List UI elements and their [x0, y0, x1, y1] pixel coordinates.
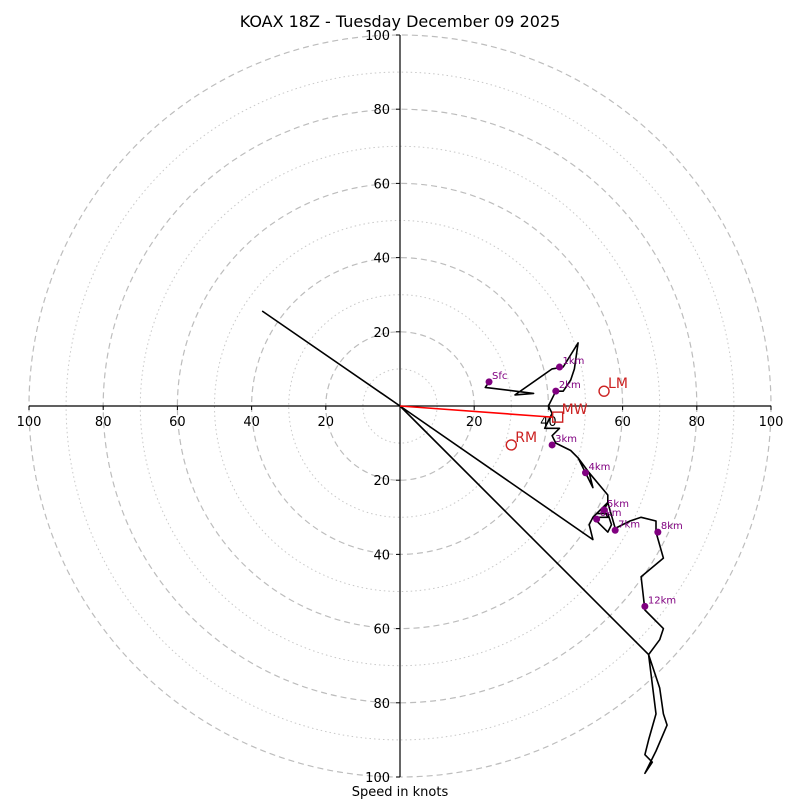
rm-label: RM	[515, 430, 537, 446]
hodograph-trace	[261, 310, 668, 775]
height-label-5km: 5km	[607, 499, 629, 510]
x-tick-label: 20	[466, 415, 483, 430]
y-tick-label: 20	[373, 474, 390, 489]
chart-title: KOAX 18Z - Tuesday December 09 2025	[240, 12, 561, 31]
x-tick-label: 60	[614, 415, 631, 430]
height-label-7km: 7km	[618, 519, 640, 530]
x-tick-label: 80	[95, 415, 112, 430]
x-tick-label: 60	[169, 415, 186, 430]
height-dot-3km	[548, 441, 556, 449]
y-tick-label: 60	[373, 177, 390, 192]
height-label-12km: 12km	[648, 595, 676, 606]
y-tick-label: 80	[373, 103, 390, 118]
height-dot-1km	[556, 363, 564, 371]
tick-labels: 100 80 60 40 20 20 40 60 80 100100806040202040608…	[17, 29, 784, 786]
x-tick-label: 100	[759, 415, 784, 430]
y-tick-label: 40	[373, 548, 390, 563]
mw-label: MW	[562, 402, 588, 418]
y-tick-label: 20	[373, 326, 390, 341]
x-tick-label: 20	[318, 415, 335, 430]
height-dot-4km	[582, 469, 589, 477]
height-dot-12km	[641, 602, 649, 610]
height-dot-8km	[654, 528, 662, 536]
y-tick-label: 80	[373, 697, 390, 712]
height-label-8km: 8km	[661, 521, 683, 532]
x-tick-label: 40	[243, 415, 260, 430]
height-label-6km: 6km	[600, 508, 622, 519]
lm-marker	[598, 385, 610, 397]
hodograph-line	[261, 310, 668, 775]
y-tick-label: 40	[373, 252, 390, 267]
lm-label: LM	[608, 376, 628, 392]
mw-marker	[551, 411, 564, 423]
x-tick-label: 80	[689, 415, 706, 430]
x-tick-label: 100	[17, 415, 42, 430]
y-tick-label: 100	[365, 29, 390, 44]
y-tick-label: 100	[365, 771, 390, 786]
height-label-1km: 1km	[563, 356, 585, 367]
height-label-2km: 2km	[559, 380, 581, 391]
height-label-sfc: Sfc	[492, 371, 507, 382]
height-label-3km: 3km	[555, 434, 577, 445]
rm-marker	[505, 439, 517, 451]
height-dot-7km	[611, 526, 619, 534]
x-axis-label: Speed in knots	[352, 785, 449, 800]
mean-wind-vector	[399, 405, 553, 418]
storm-motion: LM RM MW	[399, 376, 628, 451]
height-label-4km: 4km	[589, 462, 611, 473]
height-dot-5km	[600, 506, 608, 514]
height-dot-2km	[552, 387, 560, 395]
height-dot-6km	[593, 515, 601, 523]
height-dot-sfc	[485, 378, 493, 386]
y-tick-label: 60	[373, 623, 390, 638]
